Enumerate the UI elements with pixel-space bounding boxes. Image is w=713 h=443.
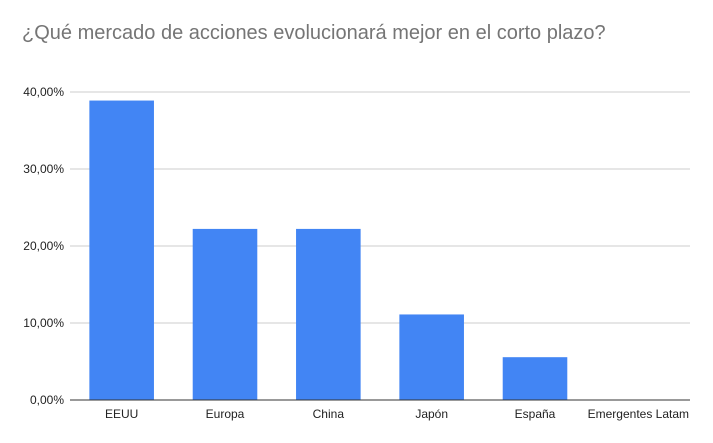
y-tick-label: 20,00% (23, 239, 64, 253)
bars (89, 100, 568, 400)
x-axis-labels: EEUU Europa China Japón España Emergentes Lat… (105, 407, 689, 421)
y-tick-label: 0,00% (30, 393, 64, 407)
bar-españa[interactable] (502, 357, 568, 400)
bar-japón[interactable] (399, 314, 464, 400)
bar-eeuu[interactable] (89, 100, 154, 400)
x-category-label: España (515, 407, 556, 421)
grid-lines (70, 91, 690, 324)
x-category-label: Europa (206, 407, 245, 421)
y-tick-label: 10,00% (23, 316, 64, 330)
x-category-label: EEUU (105, 407, 138, 421)
y-axis-ticks: 0,00% 10,00% 20,00% 30,00% 40,00% (23, 85, 64, 407)
y-tick-label: 30,00% (23, 162, 64, 176)
x-category-label: Japón (415, 407, 448, 421)
y-tick-label: 40,00% (23, 85, 64, 99)
x-category-label: China (313, 407, 345, 421)
bar-china[interactable] (296, 228, 361, 400)
x-category-label: Emergentes Latam (588, 407, 689, 421)
bar-europa[interactable] (192, 228, 258, 400)
chart-title: ¿Qué mercado de acciones evolucionará me… (22, 22, 606, 44)
